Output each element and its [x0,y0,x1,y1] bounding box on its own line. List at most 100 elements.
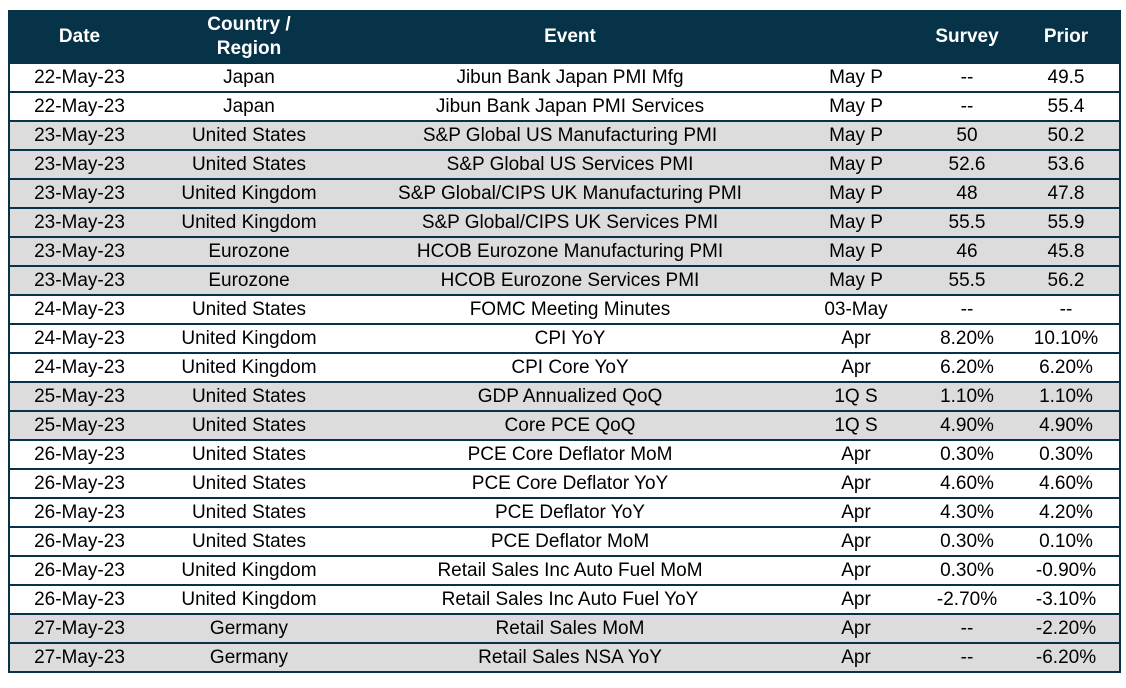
cell-region: United Kingdom [149,323,349,353]
cell-event: CPI Core YoY [349,352,791,382]
cell-event: Core PCE QoQ [349,410,791,440]
table-row: 26-May-23 United Kingdom Retail Sales In… [9,584,1120,614]
cell-survey: 4.60% [921,468,1013,498]
cell-date: 22-May-23 [9,91,149,121]
cell-prior: -3.10% [1013,584,1120,614]
header-cell-event: Event [349,11,791,64]
cell-event: Retail Sales Inc Auto Fuel MoM [349,555,791,585]
cell-date: 24-May-23 [9,352,149,382]
cell-survey: 4.30% [921,497,1013,527]
cell-prior: 49.5 [1013,63,1120,92]
cell-survey: 46 [921,236,1013,266]
cell-prior: -0.90% [1013,555,1120,585]
table-row: 23-May-23 United Kingdom S&P Global/CIPS… [9,207,1120,237]
cell-date: 23-May-23 [9,265,149,295]
cell-region: Japan [149,91,349,121]
cell-date: 25-May-23 [9,410,149,440]
cell-date: 22-May-23 [9,63,149,92]
cell-period: 1Q S [791,410,921,440]
cell-survey: 52.6 [921,149,1013,179]
cell-period: Apr [791,584,921,614]
cell-event: Retail Sales MoM [349,613,791,643]
table-row: 23-May-23 Eurozone HCOB Eurozone Service… [9,265,1120,295]
table-row: 26-May-23 United States PCE Deflator YoY… [9,497,1120,527]
cell-region: Germany [149,642,349,672]
cell-survey: 48 [921,178,1013,208]
cell-event: GDP Annualized QoQ [349,381,791,411]
cell-survey: 0.30% [921,526,1013,556]
table-row: 26-May-23 United States PCE Core Deflato… [9,439,1120,469]
cell-prior: 4.60% [1013,468,1120,498]
table-body: 22-May-23 Japan Jibun Bank Japan PMI Mfg… [9,63,1120,672]
header-cell-period [791,11,921,64]
cell-period: Apr [791,497,921,527]
cell-period: Apr [791,468,921,498]
cell-survey: -- [921,294,1013,324]
cell-event: PCE Deflator YoY [349,497,791,527]
cell-prior: 10.10% [1013,323,1120,353]
cell-survey: -- [921,642,1013,672]
cell-event: PCE Core Deflator MoM [349,439,791,469]
cell-region: United States [149,497,349,527]
table-row: 27-May-23 Germany Retail Sales NSA YoY A… [9,642,1120,672]
table-row: 26-May-23 United Kingdom Retail Sales In… [9,555,1120,585]
table-row: 22-May-23 Japan Jibun Bank Japan PMI Ser… [9,91,1120,121]
header-cell-region-label: Country / Region [207,14,291,59]
cell-region: United Kingdom [149,178,349,208]
cell-prior: 56.2 [1013,265,1120,295]
cell-date: 26-May-23 [9,555,149,585]
cell-event: Retail Sales NSA YoY [349,642,791,672]
cell-region: United Kingdom [149,352,349,382]
cell-period: Apr [791,526,921,556]
table-row: 26-May-23 United States PCE Core Deflato… [9,468,1120,498]
cell-date: 27-May-23 [9,613,149,643]
cell-period: May P [791,91,921,121]
table-row: 27-May-23 Germany Retail Sales MoM Apr -… [9,613,1120,643]
cell-period: May P [791,236,921,266]
cell-prior: 55.9 [1013,207,1120,237]
cell-survey: -- [921,63,1013,92]
cell-date: 26-May-23 [9,468,149,498]
cell-survey: -- [921,91,1013,121]
cell-prior: 45.8 [1013,236,1120,266]
cell-prior: 4.90% [1013,410,1120,440]
table-row: 25-May-23 United States GDP Annualized Q… [9,381,1120,411]
cell-region: United Kingdom [149,207,349,237]
header-cell-prior: Prior [1013,11,1120,64]
table-header: Date Country / Region Event Survey Prior [9,11,1120,64]
cell-prior: 55.4 [1013,91,1120,121]
cell-event: PCE Deflator MoM [349,526,791,556]
cell-survey: 50 [921,120,1013,150]
cell-period: May P [791,120,921,150]
cell-period: 03-May [791,294,921,324]
cell-date: 23-May-23 [9,120,149,150]
cell-survey: 0.30% [921,555,1013,585]
cell-survey: 8.20% [921,323,1013,353]
cell-prior: -6.20% [1013,642,1120,672]
cell-date: 23-May-23 [9,207,149,237]
table-row: 23-May-23 United States S&P Global US Ma… [9,120,1120,150]
cell-date: 27-May-23 [9,642,149,672]
cell-survey: -- [921,613,1013,643]
cell-prior: 0.30% [1013,439,1120,469]
cell-region: United States [149,468,349,498]
table-row: 24-May-23 United States FOMC Meeting Min… [9,294,1120,324]
cell-survey: 0.30% [921,439,1013,469]
cell-period: Apr [791,642,921,672]
cell-date: 25-May-23 [9,381,149,411]
table-row: 26-May-23 United States PCE Deflator MoM… [9,526,1120,556]
cell-event: HCOB Eurozone Services PMI [349,265,791,295]
table-row: 22-May-23 Japan Jibun Bank Japan PMI Mfg… [9,63,1120,92]
cell-date: 24-May-23 [9,294,149,324]
table-header-row: Date Country / Region Event Survey Prior [9,11,1120,64]
cell-date: 23-May-23 [9,178,149,208]
table-row: 24-May-23 United Kingdom CPI YoY Apr 8.2… [9,323,1120,353]
cell-period: Apr [791,613,921,643]
cell-event: CPI YoY [349,323,791,353]
cell-date: 23-May-23 [9,236,149,266]
cell-survey: 55.5 [921,265,1013,295]
cell-period: Apr [791,323,921,353]
cell-region: United States [149,381,349,411]
cell-period: May P [791,63,921,92]
cell-survey: -2.70% [921,584,1013,614]
